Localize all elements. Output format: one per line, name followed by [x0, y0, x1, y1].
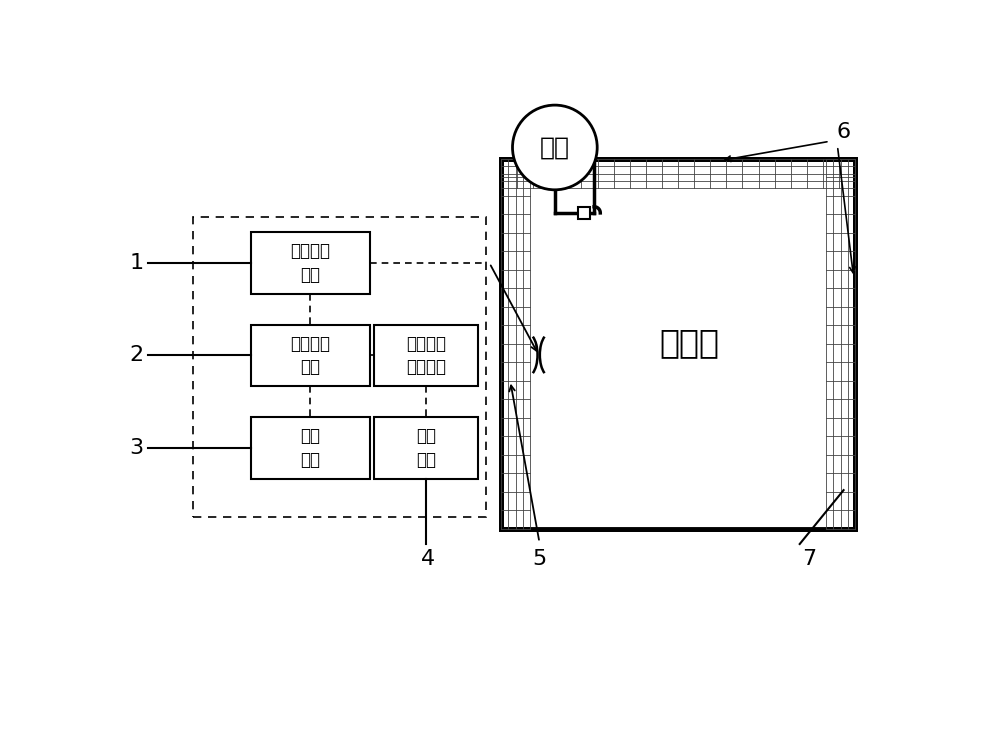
Text: 6: 6	[837, 122, 851, 142]
Text: 变压器: 变压器	[660, 326, 720, 360]
Text: 应变监测
单元: 应变监测 单元	[290, 335, 330, 376]
Bar	[374, 324, 478, 386]
Text: 油压启动
单元: 油压启动 单元	[290, 242, 330, 284]
Text: 7: 7	[802, 550, 816, 569]
Bar	[251, 232, 370, 294]
Text: 告警
单元: 告警 单元	[416, 427, 436, 468]
Text: 跳闸
单元: 跳闸 单元	[300, 427, 320, 468]
Text: 4: 4	[421, 550, 435, 569]
Bar	[251, 324, 370, 386]
Text: 2: 2	[130, 345, 144, 366]
Circle shape	[512, 105, 597, 190]
Text: 多孔金属
防爆单元: 多孔金属 防爆单元	[406, 335, 446, 376]
Bar	[530, 188, 826, 529]
Bar	[374, 417, 478, 479]
Text: 3: 3	[130, 438, 144, 458]
Text: 油枠: 油枠	[540, 136, 570, 159]
Bar	[501, 159, 855, 529]
Bar	[193, 216, 486, 517]
Text: 5: 5	[532, 550, 547, 569]
Bar	[501, 159, 855, 529]
Text: 1: 1	[130, 253, 144, 273]
Bar	[578, 207, 590, 219]
Bar	[251, 417, 370, 479]
